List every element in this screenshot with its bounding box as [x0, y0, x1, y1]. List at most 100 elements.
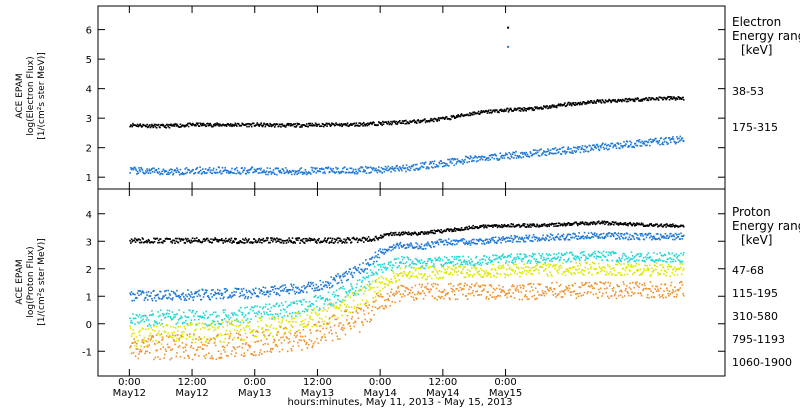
data-point — [232, 324, 235, 327]
data-point — [328, 318, 330, 320]
data-point — [144, 124, 146, 127]
data-point — [167, 125, 169, 128]
data-point — [211, 172, 214, 175]
data-point — [432, 167, 434, 169]
data-point — [482, 224, 485, 226]
data-point — [597, 271, 599, 274]
data-point — [594, 146, 596, 148]
data-point — [617, 232, 620, 234]
data-point — [471, 112, 473, 115]
data-point — [570, 273, 573, 276]
data-point — [447, 259, 449, 261]
data-point — [401, 122, 403, 125]
data-point — [344, 166, 346, 168]
data-point — [381, 252, 383, 254]
data-point — [522, 224, 524, 226]
data-point — [546, 273, 548, 275]
y-tick-label: 4 — [86, 85, 92, 96]
data-point — [657, 141, 660, 144]
data-point — [260, 122, 262, 124]
data-point — [545, 268, 547, 270]
data-point — [227, 333, 229, 336]
data-point — [637, 223, 639, 226]
data-point — [541, 255, 543, 257]
data-point — [134, 166, 136, 169]
data-point — [323, 320, 326, 323]
data-point — [565, 268, 567, 271]
data-point — [596, 235, 599, 238]
data-point — [276, 240, 279, 242]
data-point — [679, 225, 682, 227]
data-point — [130, 321, 132, 324]
data-point — [328, 242, 330, 244]
data-point — [347, 278, 349, 281]
data-point — [205, 238, 207, 241]
data-point — [359, 303, 362, 305]
data-point — [315, 171, 318, 174]
data-point — [640, 253, 643, 256]
electron-ylabel-line-2: log(Electron Flux) — [26, 56, 36, 135]
data-point — [391, 246, 394, 248]
data-point — [568, 104, 571, 106]
data-point — [646, 99, 648, 101]
data-point — [149, 332, 152, 335]
data-point — [632, 257, 635, 260]
data-point — [522, 153, 524, 155]
data-point — [380, 268, 383, 271]
data-point — [577, 102, 579, 105]
data-point — [678, 96, 680, 99]
data-point — [240, 306, 242, 309]
data-point — [401, 255, 403, 258]
data-point — [467, 256, 470, 258]
data-point — [176, 289, 178, 292]
data-point — [447, 158, 449, 161]
data-point — [583, 254, 586, 257]
data-point — [409, 233, 412, 235]
data-point — [441, 162, 443, 165]
data-point — [335, 171, 338, 173]
data-point — [339, 304, 341, 306]
data-point — [399, 267, 402, 269]
data-point — [473, 273, 476, 275]
data-point — [619, 142, 622, 145]
data-point — [630, 251, 633, 253]
data-point — [322, 123, 324, 125]
data-point — [331, 237, 334, 240]
data-point — [566, 150, 568, 153]
data-point — [431, 259, 434, 262]
data-point — [548, 266, 550, 268]
data-point — [636, 268, 639, 271]
data-point — [148, 239, 150, 242]
data-point — [492, 154, 495, 156]
data-point — [638, 263, 640, 266]
data-point — [646, 234, 649, 236]
data-point — [624, 254, 627, 256]
data-point — [614, 99, 616, 101]
data-point — [456, 243, 458, 245]
data-point — [225, 169, 227, 171]
data-point — [515, 235, 517, 238]
data-point — [445, 272, 447, 274]
data-point — [494, 241, 496, 244]
data-point — [612, 221, 614, 223]
data-point — [394, 121, 396, 124]
data-point — [443, 243, 446, 246]
data-point — [209, 171, 212, 174]
data-point — [406, 243, 409, 246]
data-point — [405, 119, 407, 122]
data-point — [262, 124, 265, 126]
data-point — [272, 313, 274, 316]
data-point — [475, 255, 478, 258]
data-point — [249, 168, 252, 171]
data-point — [313, 307, 315, 309]
data-point — [460, 114, 462, 116]
data-point — [334, 124, 337, 127]
data-point — [149, 334, 151, 337]
data-point — [210, 124, 212, 126]
data-point — [401, 169, 403, 172]
data-point — [339, 305, 342, 307]
data-point — [452, 243, 454, 245]
data-point — [610, 274, 613, 276]
data-point — [139, 290, 142, 292]
data-point — [179, 168, 182, 171]
